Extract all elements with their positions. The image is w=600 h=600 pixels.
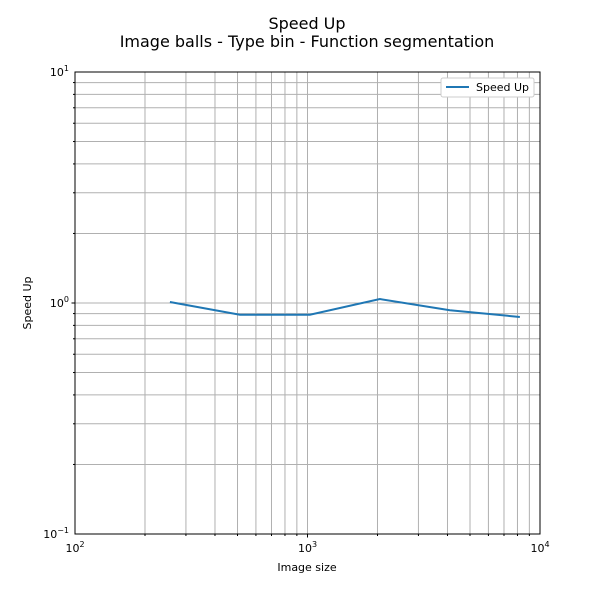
chart-title: Speed Up <box>268 14 345 33</box>
series-line <box>169 298 520 318</box>
ticks: 102 103 104 10−1 100 101 <box>43 64 549 555</box>
y-tick-label: 100 <box>50 295 69 310</box>
legend: Speed Up <box>440 77 535 98</box>
x-axis-label: Image size <box>277 561 337 574</box>
legend-box <box>440 77 535 98</box>
y-tick-label: 101 <box>50 64 69 79</box>
grid <box>75 72 540 534</box>
y-tick-label: 10−1 <box>43 526 69 541</box>
x-tick-label: 104 <box>530 540 549 555</box>
x-tick-label: 102 <box>65 540 84 555</box>
series-lines <box>169 298 520 318</box>
chart-subtitle: Image balls - Type bin - Function segmen… <box>120 32 495 51</box>
legend-label: Speed Up <box>476 81 529 94</box>
y-axis-label: Speed Up <box>21 276 34 329</box>
x-tick-label: 103 <box>298 540 317 555</box>
plot-frame <box>74 71 541 535</box>
